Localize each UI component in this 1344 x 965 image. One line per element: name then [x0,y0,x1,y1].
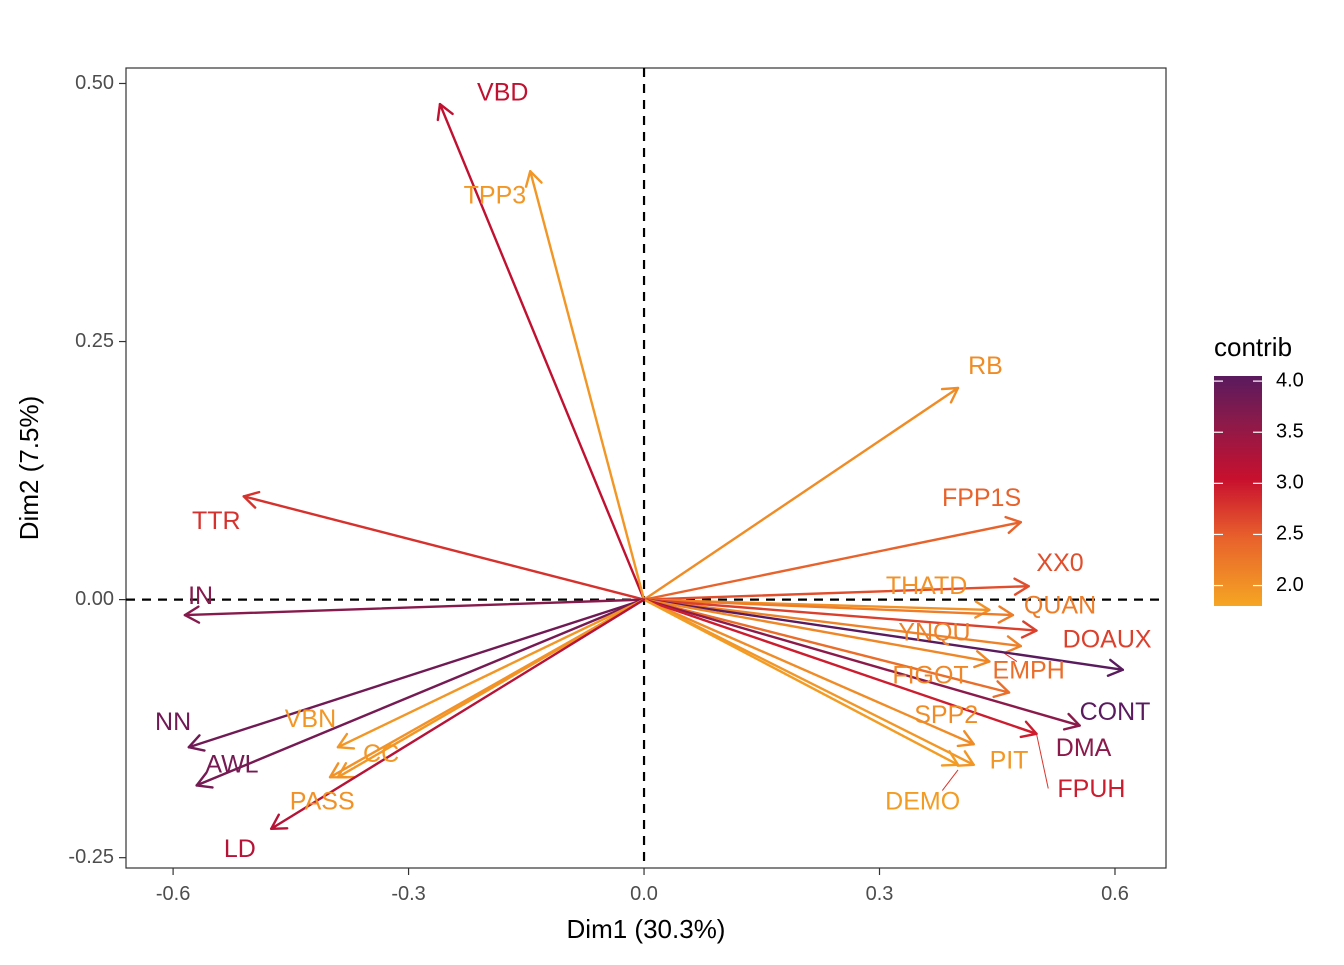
arrow-ld [270,598,646,830]
y-tick-label: 0.25 [75,330,114,352]
label-xx0: XX0 [1036,549,1083,577]
legend-title: contrib [1214,332,1292,362]
arrow-awl [195,598,646,789]
label-figot: FIGOT [892,662,968,690]
arrow-pass [328,598,646,779]
label-ynqu: YNQU [898,618,970,646]
x-tick-label: 0.6 [1101,883,1129,905]
label-demo: DEMO [885,788,960,816]
arrow-fpuh [642,598,1038,739]
label-thatd: THATD [886,572,967,600]
label-nn: NN [155,708,191,736]
label-rb: RB [968,352,1003,380]
legend-tick-label: 3.0 [1276,472,1304,494]
arrow-spp2 [642,598,975,748]
arrow-cont [642,598,1125,677]
legend-tick-label: 2.0 [1276,574,1304,596]
arrow-demo [642,598,960,767]
arrow-rb [642,386,960,601]
label-vbn: VBN [285,705,336,733]
x-tick-label: -0.3 [391,883,425,905]
plot-panel [125,67,1167,869]
legend-ticks: 2.0 2.5 3.0 3.5 4.0 [1214,369,1304,596]
label-cont: CONT [1080,698,1151,726]
label-doaux: DOAUX [1063,626,1152,654]
arrow-vbd [436,102,646,601]
label-tpp3: TPP3 [464,182,527,210]
arrow-doaux [642,598,1038,639]
label-pit: PIT [990,746,1029,774]
label-awl: AWL [205,750,258,778]
label-pass: PASS [290,788,355,816]
arrow-quan [642,598,1015,624]
arrow-emph [642,598,1011,699]
x-tick-label: 0.0 [630,883,658,905]
label-dma: DMA [1056,734,1112,762]
arrow-pit [642,598,975,767]
arrow-ttr [242,490,646,601]
label-quan: QUAN [1024,591,1096,619]
y-tick-label: 0.50 [75,72,114,94]
variable-labels: VBD TPP3 RB TTR FPP1S XX0 THATD IN QUAN YNQU DOAUX… [155,78,1152,863]
label-in: IN [188,582,213,610]
arrow-fpp1s [642,515,1022,601]
arrow-ynqu [642,598,1022,654]
legend-tick-label: 4.0 [1276,369,1304,391]
label-ld: LD [224,835,256,863]
arrow-xx0 [642,577,1030,601]
variable-arrows [183,102,1125,830]
arrow-dma [642,598,1081,731]
x-tick-label: -0.6 [156,883,190,905]
legend-colorbar [1214,376,1262,606]
leader-line [1036,733,1049,789]
legend-tick-label: 2.5 [1276,523,1304,545]
legend: contrib 2.0 2.5 3.0 3.5 4.0 [1214,332,1304,606]
label-fpuh: FPUH [1057,775,1125,803]
y-tick-label: -0.25 [68,846,114,868]
label-ttr: TTR [192,507,241,535]
legend-tick-label: 3.5 [1276,421,1304,443]
label-cc: CC [363,740,399,768]
x-tick-label: 0.3 [866,883,894,905]
label-emph: EMPH [993,656,1065,684]
y-axis-title: Dim2 (7.5%) [14,396,44,540]
arrow-vbn [336,598,646,750]
label-fpp1s: FPP1S [942,484,1021,512]
arrow-nn [187,598,646,752]
x-axis-title: Dim1 (30.3%) [567,914,726,944]
x-axis: -0.6 -0.3 0.0 0.3 0.6 [156,868,1129,905]
leader-line [941,769,959,791]
label-spp2: SPP2 [914,701,978,729]
y-axis: -0.25 0.00 0.25 0.50 [68,72,126,868]
label-vbd: VBD [477,78,528,106]
arrow-tpp3 [524,170,646,601]
arrow-figot [642,598,991,669]
arrow-in [183,598,646,624]
y-tick-label: 0.00 [75,588,114,610]
